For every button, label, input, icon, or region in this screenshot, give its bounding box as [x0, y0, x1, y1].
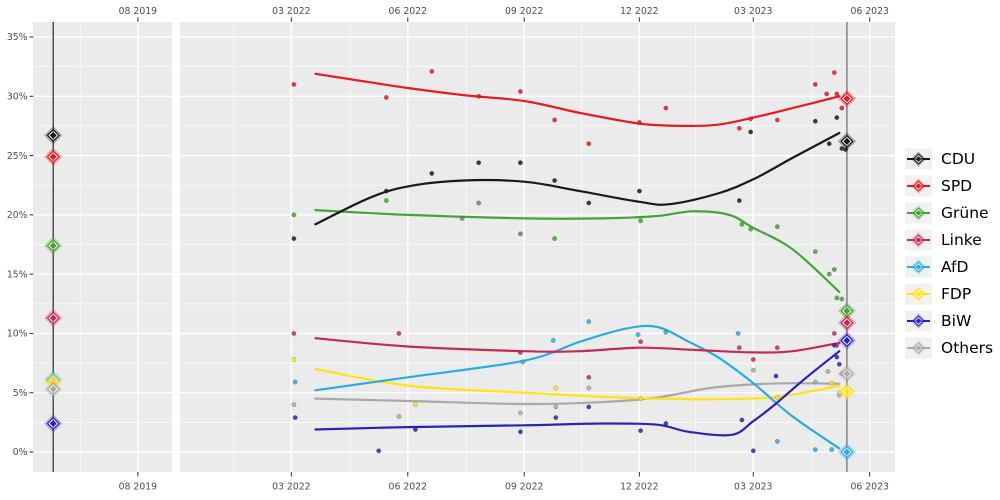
result-marker-others	[44, 380, 63, 399]
x-tick-label-bottom: 03 2023	[734, 482, 773, 493]
trend-lines	[314, 72, 841, 450]
x-tick-label-bottom: 06 2022	[389, 482, 427, 493]
trend-line-cdu	[314, 131, 841, 226]
trend-line-spd	[314, 72, 841, 128]
x-tick-label-top: 06 2022	[389, 6, 427, 17]
result-marker-linke	[44, 308, 63, 328]
x-tick-label-bottom: 08 2019	[119, 482, 158, 493]
y-tick-label: 35%	[7, 32, 28, 43]
poll-points-biw	[292, 342, 842, 454]
y-tick-label: 5%	[13, 388, 28, 399]
trend-line-biw	[314, 350, 841, 437]
x-tick-label-bottom: 12 2022	[620, 482, 658, 493]
trend-line-afd	[314, 324, 841, 450]
legend-item-grüne: Grüne	[904, 199, 993, 226]
election-2019-results	[44, 126, 63, 433]
legend-key-linke-icon	[905, 229, 932, 250]
legend-key-biw-icon	[905, 310, 932, 331]
legend-label: Others	[941, 338, 994, 357]
result-marker-cdu	[837, 132, 856, 151]
trend-line-fdp	[314, 367, 841, 401]
y-tick-label: 15%	[7, 269, 28, 280]
legend-label: Grüne	[941, 203, 989, 222]
poll-points-grüne	[291, 198, 845, 302]
y-tick-label: 25%	[7, 151, 28, 162]
poll-points	[291, 68, 849, 454]
legend-key-others-icon	[905, 337, 932, 358]
legend-key-grüne-icon	[905, 202, 932, 223]
y-tick-label: 10%	[7, 329, 28, 340]
x-tick-label-bottom: 06 2023	[850, 482, 889, 493]
legend-item-biw: BiW	[904, 307, 993, 334]
legend-key-cdu-icon	[905, 148, 932, 169]
result-marker-cdu	[44, 126, 63, 145]
poll-points-cdu	[291, 115, 849, 242]
y-tick-label: 0%	[13, 447, 28, 458]
result-marker-others	[837, 364, 856, 383]
legend-key-afd-icon	[905, 256, 932, 277]
x-tick-label-top: 12 2022	[620, 6, 658, 17]
result-marker-biw	[837, 331, 856, 350]
legend: CDU SPD Grüne Linke AfD FDP BiW Others	[904, 145, 993, 361]
result-marker-afd	[837, 442, 856, 462]
x-tick-label-top: 09 2022	[505, 6, 543, 17]
legend-item-others: Others	[904, 334, 993, 361]
poll-points-others	[291, 367, 845, 419]
election-2023-results	[837, 89, 856, 462]
legend-label: SPD	[941, 176, 973, 195]
x-tick-label-top: 03 2023	[734, 6, 773, 17]
poll-points-spd	[291, 68, 845, 147]
legend-item-afd: AfD	[904, 253, 993, 280]
legend-item-fdp: FDP	[904, 280, 993, 307]
legend-key-spd-icon	[905, 175, 932, 196]
axes: 08 2019 08 2019 03 2022 03 2022 06 2022 06 20…	[7, 6, 889, 493]
x-tick-label-top: 06 2023	[850, 6, 889, 17]
result-marker-biw	[44, 414, 63, 433]
y-tick-label: 20%	[7, 210, 28, 221]
x-tick-label-top: 08 2019	[119, 6, 158, 17]
legend-label: FDP	[941, 284, 972, 303]
legend-item-spd: SPD	[904, 172, 993, 199]
result-marker-fdp	[837, 382, 856, 401]
y-tick-label: 30%	[7, 91, 28, 102]
legend-label: CDU	[941, 149, 976, 168]
result-marker-spd	[44, 147, 63, 166]
x-tick-label-bottom: 03 2022	[272, 482, 310, 493]
legend-key-fdp-icon	[905, 283, 932, 304]
legend-item-linke: Linke	[904, 226, 993, 253]
legend-label: Linke	[941, 230, 982, 249]
result-marker-linke	[837, 313, 856, 332]
trend-line-linke	[314, 337, 841, 354]
legend-label: AfD	[941, 257, 969, 276]
x-tick-label-top: 03 2022	[272, 6, 310, 17]
gridlines	[33, 22, 895, 472]
trend-line-grüne	[314, 209, 841, 293]
legend-item-cdu: CDU	[904, 145, 993, 172]
panel-backgrounds	[33, 22, 895, 472]
poll-points-afd	[292, 319, 835, 453]
x-tick-label-bottom: 09 2022	[505, 482, 543, 493]
legend-label: BiW	[941, 311, 972, 330]
result-marker-grüne	[44, 236, 63, 255]
result-marker-spd	[837, 89, 856, 108]
